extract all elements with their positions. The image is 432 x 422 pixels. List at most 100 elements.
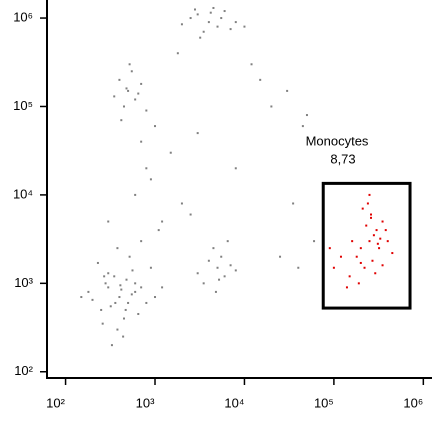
point: [371, 259, 374, 262]
point: [122, 317, 125, 320]
point: [339, 255, 342, 258]
gate-percent: 8,73: [330, 151, 355, 166]
point: [207, 259, 210, 262]
point: [118, 296, 121, 299]
point: [305, 114, 308, 117]
point: [223, 10, 226, 13]
point: [359, 247, 362, 250]
point: [391, 252, 394, 255]
point: [134, 290, 137, 293]
point: [220, 255, 223, 258]
point: [366, 202, 369, 205]
point: [376, 242, 379, 245]
point: [107, 286, 110, 289]
point: [229, 28, 232, 31]
point: [80, 296, 83, 299]
point: [127, 301, 130, 304]
point: [223, 275, 226, 278]
point: [109, 305, 112, 308]
point: [220, 17, 223, 20]
point: [196, 272, 199, 275]
point: [202, 30, 205, 33]
point: [189, 17, 192, 20]
point: [379, 237, 382, 240]
point: [127, 89, 130, 92]
point: [189, 213, 192, 216]
y-tick-label: 10⁴: [13, 186, 33, 201]
point: [120, 288, 123, 291]
point: [372, 234, 375, 237]
point: [134, 282, 137, 285]
point: [384, 229, 387, 232]
point: [140, 286, 143, 289]
point: [104, 282, 107, 285]
point: [122, 335, 125, 338]
point: [229, 264, 232, 267]
point: [370, 216, 373, 219]
point: [199, 36, 202, 39]
point: [209, 11, 212, 14]
point: [157, 229, 160, 232]
point: [116, 247, 119, 250]
point: [375, 229, 378, 232]
point: [279, 255, 282, 258]
point: [212, 6, 215, 9]
gate-name: Monocytes: [306, 133, 369, 148]
point: [125, 87, 128, 90]
point: [202, 282, 205, 285]
point: [216, 25, 219, 28]
gate: [321, 181, 412, 310]
point: [234, 269, 237, 272]
x-tick-label: 10⁵: [314, 395, 334, 410]
y-tick-label: 10³: [14, 275, 33, 290]
point: [180, 202, 183, 205]
point: [226, 240, 229, 243]
point: [378, 247, 381, 250]
y-tick-label: 10²: [14, 363, 33, 378]
point: [359, 261, 362, 264]
point: [370, 213, 373, 216]
point: [368, 240, 371, 243]
point: [107, 220, 110, 223]
point: [234, 167, 237, 170]
x-tick-label: 10⁴: [224, 395, 244, 410]
point: [114, 301, 117, 304]
point: [145, 167, 148, 170]
point: [345, 286, 348, 289]
point: [363, 266, 366, 269]
point: [128, 63, 131, 66]
point: [301, 125, 304, 128]
point: [128, 255, 131, 258]
x-tick-label: 10⁶: [403, 395, 423, 410]
point: [292, 202, 295, 205]
point: [365, 224, 368, 227]
point: [234, 21, 237, 24]
point: [107, 272, 110, 275]
point: [176, 52, 179, 55]
point: [130, 70, 133, 73]
x-tick-label: 10²: [46, 395, 65, 410]
point: [125, 278, 128, 281]
point: [286, 89, 289, 92]
y-tick-label: 10⁵: [13, 98, 33, 113]
point: [194, 8, 197, 11]
point: [161, 286, 164, 289]
point: [113, 275, 116, 278]
point: [297, 266, 300, 269]
point: [169, 151, 172, 154]
point: [332, 266, 335, 269]
point: [140, 240, 143, 243]
point: [154, 125, 157, 128]
point: [103, 275, 106, 278]
point: [355, 255, 358, 258]
point: [87, 290, 90, 293]
point: [381, 264, 384, 267]
point: [259, 78, 262, 81]
point: [270, 105, 273, 108]
point: [137, 312, 140, 315]
point: [110, 344, 113, 347]
point: [140, 140, 143, 143]
point: [180, 23, 183, 26]
point: [122, 105, 125, 108]
